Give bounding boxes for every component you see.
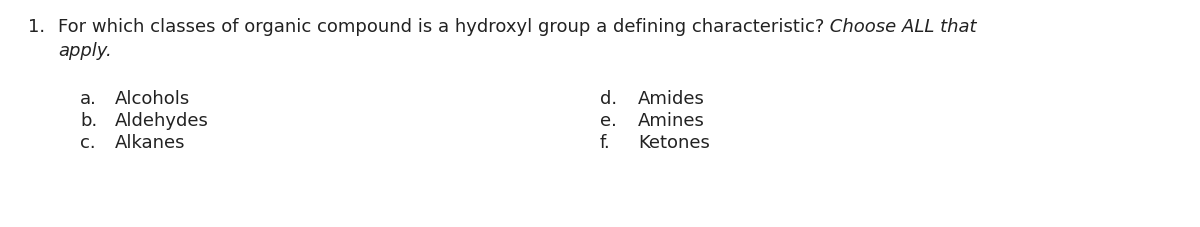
Text: f.: f. xyxy=(600,134,611,152)
Text: Amines: Amines xyxy=(638,112,704,130)
Text: Ketones: Ketones xyxy=(638,134,710,152)
Text: 1.: 1. xyxy=(28,18,46,36)
Text: d.: d. xyxy=(600,90,617,108)
Text: Aldehydes: Aldehydes xyxy=(115,112,209,130)
Text: c.: c. xyxy=(80,134,96,152)
Text: Alkanes: Alkanes xyxy=(115,134,186,152)
Text: Choose ALL that: Choose ALL that xyxy=(824,18,977,36)
Text: e.: e. xyxy=(600,112,617,130)
Text: apply.: apply. xyxy=(58,42,112,60)
Text: Amides: Amides xyxy=(638,90,704,108)
Text: For which classes of organic compound is a hydroxyl group a defining characteris: For which classes of organic compound is… xyxy=(58,18,824,36)
Text: a.: a. xyxy=(80,90,97,108)
Text: b.: b. xyxy=(80,112,97,130)
Text: Alcohols: Alcohols xyxy=(115,90,191,108)
